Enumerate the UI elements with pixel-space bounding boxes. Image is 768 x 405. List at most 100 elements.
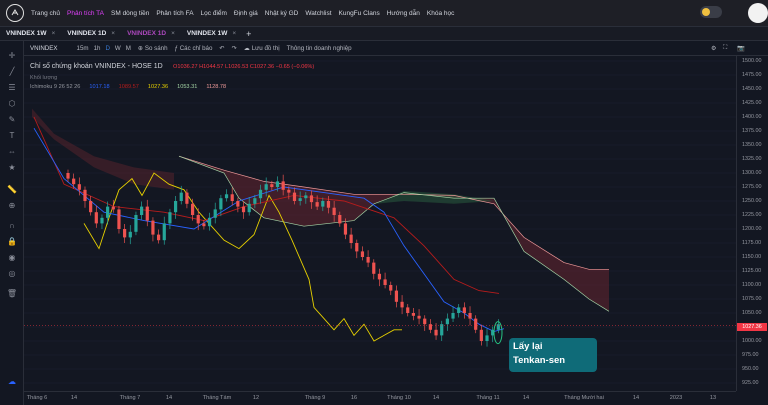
nav-item[interactable]: Phân tích TA	[67, 9, 105, 17]
price-label: 1275.00	[742, 184, 762, 190]
nav-item[interactable]: Định giá	[233, 9, 258, 17]
pattern-icon[interactable]: ⬡	[8, 98, 16, 108]
price-label: 1450.00	[742, 86, 762, 92]
time-label: 14	[632, 395, 640, 401]
nav-item[interactable]: Lọc điểm	[200, 9, 227, 17]
candle-body	[281, 181, 285, 190]
magnet-icon[interactable]: ∩	[9, 220, 15, 230]
nav-item[interactable]: KungFu Clans	[338, 9, 380, 17]
avatar[interactable]	[748, 3, 768, 23]
candle-body	[156, 234, 161, 241]
logo[interactable]	[6, 4, 24, 22]
price-label: 1350.00	[742, 142, 762, 148]
theme-toggle[interactable]	[700, 6, 722, 18]
candle-body	[332, 207, 336, 215]
drawing-toolbar: ✛ ╱ ☰ ⬡ ✎ T ⇔ ★ 📏 ⊕ ∩ 🔒 ◉ ◎ 🗑 ☁	[0, 41, 24, 405]
candle-body	[389, 285, 393, 291]
time-label: 14	[432, 395, 440, 401]
tab-label: VNINDEX 1D	[127, 29, 167, 37]
zoom-icon[interactable]: ⊕	[8, 200, 16, 210]
nav-item[interactable]: SM dòng tiền	[111, 9, 150, 17]
price-label: 1075.00	[742, 296, 762, 302]
ichimoku-values: 1017.18 1089.57 1027.36 1053.31 1128.78	[85, 84, 231, 90]
nav-item[interactable]: Khóa học	[426, 9, 455, 17]
price-label: 1050.00	[742, 310, 762, 316]
close-value: C1027.36	[249, 64, 275, 70]
lock-icon[interactable]: 🔒	[7, 236, 17, 246]
ichimoku-legend[interactable]: Ichimoku 9 26 52 26 1017.18 1089.57 1027.36…	[30, 84, 236, 90]
compare-button[interactable]: ⊕ So sánh	[137, 44, 168, 52]
chart-tab[interactable]: VNINDEX 1W ×	[181, 27, 242, 41]
close-icon[interactable]: ×	[171, 29, 175, 37]
candle-body	[117, 209, 121, 229]
text-icon[interactable]: T	[9, 130, 15, 140]
time-label: Tháng Mười hai	[564, 395, 604, 401]
candle-body	[128, 231, 132, 238]
candle-body	[253, 198, 257, 204]
close-icon[interactable]: ×	[51, 29, 56, 37]
trendline-icon[interactable]: ╱	[9, 66, 15, 76]
fundamentals-button[interactable]: Thông tin doanh nghiệp	[286, 44, 352, 52]
chart-tab[interactable]: VNINDEX 1D ×	[121, 27, 181, 41]
nav-item[interactable]: Trang chủ	[31, 9, 61, 17]
trash-icon[interactable]: 🗑	[6, 288, 18, 298]
close-icon[interactable]: ×	[232, 29, 237, 37]
ichimoku-value: 1027.36	[147, 84, 169, 90]
annotation-line1: Lấy lại	[513, 341, 543, 352]
tab-label: VNINDEX 1W	[6, 29, 47, 37]
add-tab-button[interactable]: +	[246, 28, 252, 39]
hide-icon[interactable]: ◎	[8, 268, 16, 278]
tenkan-line	[33, 127, 505, 332]
crosshair-icon[interactable]: ✛	[8, 50, 16, 60]
interval-1h[interactable]: 1h	[93, 44, 101, 52]
ohlc-readout: O1036.27 H1044.57 L1026.53 C1027.36 −0.6…	[173, 64, 314, 70]
indicators-button[interactable]: ƒ Các chỉ báo	[174, 44, 213, 52]
interval-D[interactable]: D	[105, 44, 110, 52]
candle-body	[309, 195, 314, 203]
star-icon[interactable]: ★	[8, 162, 16, 172]
fullscreen-icon[interactable]: ⛶	[723, 44, 728, 51]
chikou-span	[83, 172, 402, 342]
symbol-search[interactable]: VNINDEX	[30, 44, 58, 52]
nav-item[interactable]: Hướng dẫn	[386, 9, 420, 17]
undo-icon[interactable]: ↶	[219, 44, 225, 52]
candle-body	[298, 198, 302, 201]
brush-icon[interactable]: ✎	[8, 114, 16, 124]
settings-icon[interactable]: ⚙	[711, 44, 717, 52]
price-label: 1375.00	[742, 128, 762, 134]
price-label: 1200.00	[742, 226, 762, 232]
fib-icon[interactable]: ☰	[8, 82, 16, 92]
chart-tab[interactable]: VNINDEX 1W ×	[0, 27, 61, 41]
kumo-cloud-old	[32, 108, 174, 190]
chart-title: Chỉ số chứng khoán VNINDEX - HOSE 1D	[30, 63, 163, 70]
nav-item[interactable]: Nhật ký GD	[264, 9, 299, 17]
time-axis[interactable]: Tháng 6 14 Tháng 7 14 Tháng Tám 12 Tháng 9 16 Th…	[24, 391, 736, 405]
candle-body	[106, 206, 110, 218]
annotation-callout[interactable]: Lấy lại Tenkan-sen	[509, 338, 597, 372]
camera-icon[interactable]: 📷	[737, 45, 745, 52]
candle-body	[445, 318, 449, 325]
nav-item[interactable]: Phân tích FA	[156, 9, 194, 17]
price-chart[interactable]	[24, 56, 736, 391]
compare-label: So sánh	[144, 44, 168, 52]
measure-icon[interactable]: ⇔	[8, 146, 16, 156]
interval-M[interactable]: M	[125, 44, 131, 52]
ruler-icon[interactable]: 📏	[7, 184, 17, 194]
close-icon[interactable]: ×	[111, 29, 116, 37]
price-axis[interactable]: 1500.00 1475.00 1450.00 1425.00 1400.00 1375.…	[736, 56, 768, 391]
save-button[interactable]: ☁ Lưu đồ thị	[243, 44, 280, 52]
nav-item[interactable]: Watchlist	[305, 9, 332, 17]
price-label: 1475.00	[742, 72, 762, 78]
price-label: 1000.00	[742, 338, 762, 344]
chart-tab[interactable]: VNINDEX 1D ×	[61, 27, 121, 41]
candle-body	[140, 206, 144, 215]
interval-15m[interactable]: 15m	[76, 44, 89, 52]
candle-body	[326, 201, 331, 208]
redo-icon[interactable]: ↷	[231, 44, 237, 52]
senkou-b-line	[178, 155, 609, 270]
ichimoku-value: 1089.57	[118, 84, 139, 90]
cloud-icon[interactable]: ☁	[8, 376, 16, 386]
eye-icon[interactable]: ◉	[8, 252, 16, 262]
candle-body	[394, 290, 399, 302]
interval-W[interactable]: W	[114, 44, 121, 52]
